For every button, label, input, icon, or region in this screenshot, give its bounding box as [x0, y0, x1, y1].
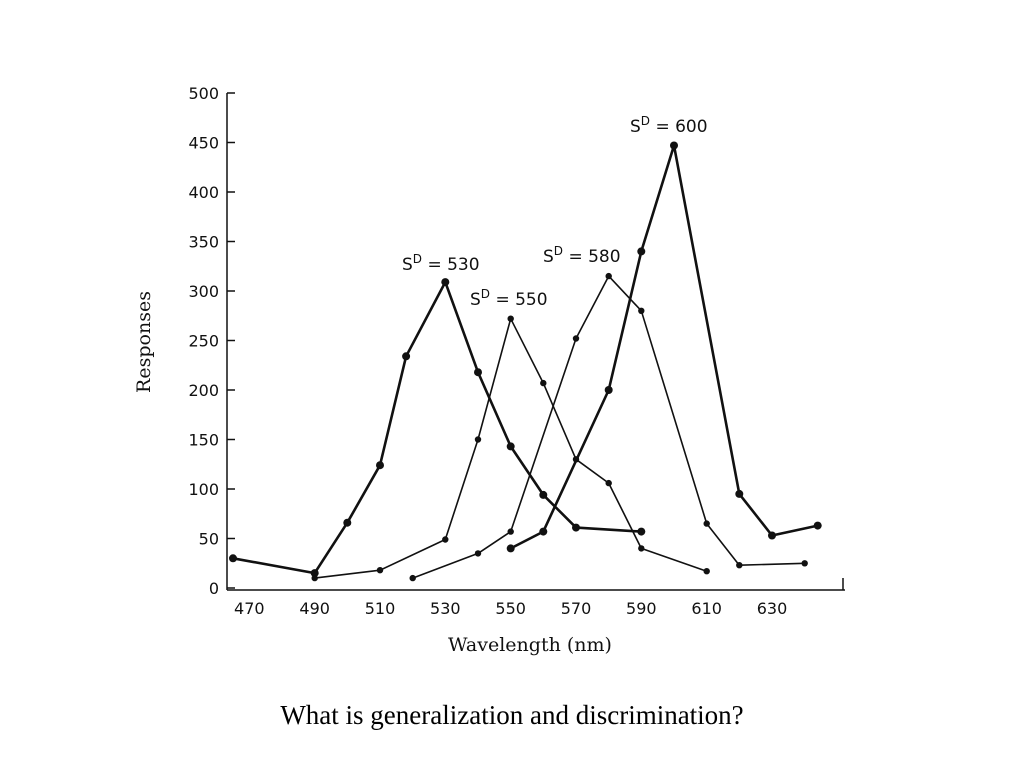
data-point — [801, 560, 808, 567]
axis-ticks: 0 50 100 150 200 250 300 350 400 450 500 470 490 510 5… — [188, 84, 787, 618]
y-tick-label: 250 — [188, 332, 219, 351]
data-point — [670, 141, 678, 150]
series-line-2 — [314, 317, 707, 579]
data-point — [638, 545, 645, 552]
data-point — [343, 518, 352, 527]
data-point — [402, 352, 411, 361]
data-point — [539, 527, 548, 536]
y-tick-label: 0 — [209, 579, 219, 598]
x-tick-label: 490 — [299, 599, 330, 618]
wavelength-response-chart: 0 50 100 150 200 250 300 350 400 450 500 470 490 510 5… — [133, 84, 845, 656]
x-tick-label: 590 — [626, 599, 657, 618]
data-point — [409, 574, 416, 582]
axes — [226, 93, 845, 591]
data-point — [376, 567, 384, 574]
data-point — [735, 489, 744, 498]
x-axis-label: Wavelength (nm) — [448, 634, 612, 656]
series-label-2: SD = 550 — [470, 287, 548, 310]
y-tick-label: 350 — [188, 233, 219, 252]
y-tick-label: 500 — [188, 84, 219, 103]
data-point — [507, 528, 514, 535]
data-point — [441, 278, 450, 287]
series-labels: SD = 530 SD = 550 SD = 580 SD = 600 — [402, 114, 708, 310]
data-point — [376, 461, 384, 470]
y-tick-label: 450 — [188, 134, 219, 153]
data-point — [604, 386, 613, 394]
data-point — [637, 247, 646, 256]
data-point — [605, 272, 612, 280]
series-lines — [229, 141, 822, 582]
series-label-4: SD = 600 — [630, 114, 708, 137]
data-point — [703, 520, 710, 527]
y-axis-label: Responses — [133, 291, 155, 393]
y-tick-label: 50 — [199, 530, 219, 549]
data-point — [638, 307, 645, 314]
data-point — [768, 531, 776, 540]
data-point — [229, 554, 237, 563]
data-point — [506, 544, 515, 553]
y-tick-label: 150 — [188, 431, 219, 450]
x-tick-label: 630 — [757, 599, 788, 618]
data-point — [605, 479, 612, 487]
y-tick-label: 300 — [188, 282, 219, 301]
slide-caption: What is generalization and discriminatio… — [280, 700, 744, 730]
data-point — [637, 527, 646, 536]
series-label-3: SD = 580 — [543, 244, 621, 267]
series-line-3 — [412, 275, 805, 579]
data-point — [507, 315, 514, 322]
y-tick-label: 400 — [188, 183, 219, 202]
data-point — [506, 442, 515, 451]
data-point — [540, 379, 547, 387]
data-point — [474, 368, 482, 377]
data-point — [311, 574, 318, 582]
y-tick-label: 200 — [188, 381, 219, 400]
data-point — [736, 562, 743, 569]
x-tick-label: 610 — [691, 599, 722, 618]
y-tick-label: 100 — [188, 480, 219, 499]
data-point — [539, 490, 548, 499]
x-tick-label: 570 — [561, 599, 592, 618]
series-line-4 — [510, 144, 818, 550]
x-tick-label: 510 — [365, 599, 396, 618]
x-tick-label: 550 — [495, 599, 526, 618]
data-point — [474, 436, 482, 443]
data-point — [572, 523, 580, 532]
data-point — [572, 335, 580, 342]
data-point — [813, 521, 822, 530]
x-tick-label: 530 — [430, 599, 461, 618]
data-point — [703, 568, 710, 575]
series-line-1 — [232, 280, 642, 575]
data-point — [474, 550, 482, 557]
data-point — [310, 569, 319, 578]
series-label-1: SD = 530 — [402, 252, 480, 275]
data-point — [442, 536, 449, 543]
x-tick-label: 470 — [234, 599, 265, 618]
